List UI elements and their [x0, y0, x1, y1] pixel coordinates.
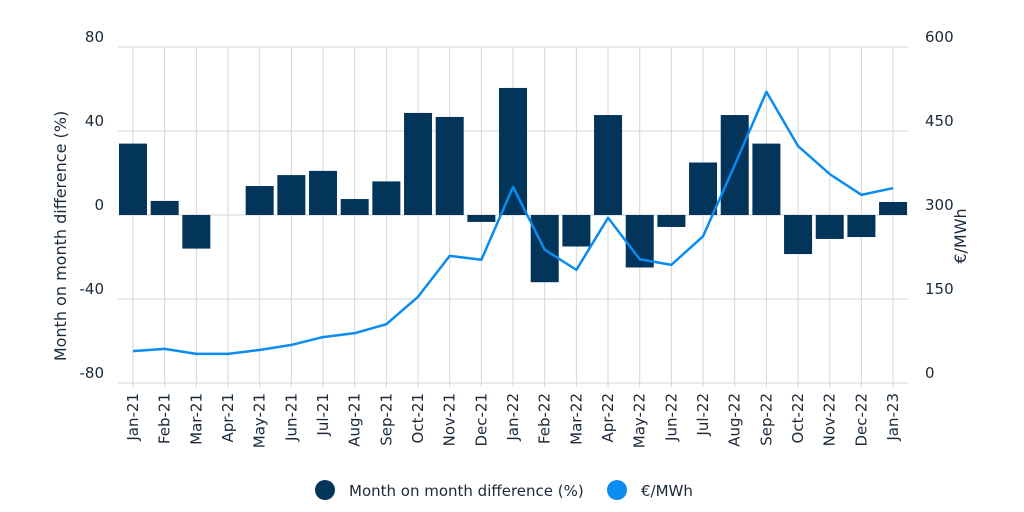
y-tick-label-right: 0 [925, 364, 935, 382]
bar [340, 199, 369, 215]
bar [784, 215, 813, 255]
bar [467, 215, 496, 222]
x-tick-label: Apr-21 [219, 393, 237, 443]
y-tick-label-right: 600 [925, 28, 954, 46]
bar [182, 215, 211, 249]
bar [435, 116, 464, 215]
bar [245, 186, 274, 215]
legend-marker-bar [315, 480, 335, 500]
y-tick-label-right: 450 [925, 112, 954, 130]
x-tick-label: Jul-22 [694, 393, 712, 437]
bar [499, 87, 528, 215]
legend-marker-line [607, 480, 627, 500]
x-tick-label: Jan-22 [504, 393, 522, 442]
x-tick-label: Jan-21 [124, 393, 142, 442]
legend: Month on month difference (%) €/MWh [315, 480, 693, 500]
legend-label-line: €/MWh [641, 482, 693, 500]
x-tick-label: Jun-22 [662, 393, 680, 442]
bar [847, 215, 876, 238]
bar [815, 215, 844, 239]
bar [372, 181, 401, 215]
y-axis-label-left: Month on month difference (%) [51, 111, 70, 361]
x-tick-label: Aug-21 [346, 393, 364, 447]
x-tick-label: Nov-21 [441, 393, 459, 446]
x-tick-label: Jun-21 [282, 393, 300, 442]
y-tick-label-left: 80 [85, 28, 104, 46]
bar [657, 215, 686, 227]
x-tick-label: Mar-21 [187, 393, 205, 445]
bar [150, 200, 179, 215]
bar [119, 143, 147, 215]
x-tick-label: Jul-21 [314, 393, 332, 437]
x-tick-label: Dec-22 [852, 393, 870, 447]
line-series [132, 90, 894, 356]
y-tick-label-left: 0 [94, 196, 104, 214]
bar [689, 162, 718, 215]
bar [879, 201, 908, 215]
ticks: Jan-21 Feb-21 Mar-21 Apr-21 May-21 Jun-21 Jul-… [80, 28, 954, 448]
x-tick-label: Aug-22 [726, 393, 744, 447]
y-axis-label-right: €/MWh [951, 208, 970, 263]
x-tick-label: Nov-22 [821, 393, 839, 446]
bar [562, 215, 591, 247]
bar [752, 143, 781, 215]
bar [309, 170, 338, 215]
x-tick-label: Mar-22 [567, 393, 585, 445]
y-tick-label-left: -80 [80, 364, 105, 382]
x-tick-label: Dec-21 [472, 393, 490, 447]
x-tick-label: Oct-22 [789, 393, 807, 443]
bar [594, 115, 623, 215]
y-tick-label-left: 40 [85, 112, 104, 130]
bars [119, 87, 908, 283]
bar [404, 112, 433, 215]
x-tick-label: May-21 [251, 393, 269, 448]
x-tick-label: Feb-21 [156, 393, 174, 444]
x-tick-label: Feb-22 [536, 393, 554, 444]
y-tick-label-left: -40 [80, 280, 105, 298]
y-tick-label-right: 150 [925, 280, 954, 298]
x-tick-label: May-22 [631, 393, 649, 448]
x-tick-label: Apr-22 [599, 393, 617, 443]
price-line [132, 90, 894, 356]
x-tick-label: Sep-22 [757, 393, 775, 446]
bar [277, 175, 306, 215]
y-tick-label-right: 300 [925, 196, 954, 214]
x-tick-label: Sep-21 [377, 393, 395, 446]
x-tick-label: Oct-21 [409, 393, 427, 443]
legend-label-bar: Month on month difference (%) [349, 482, 584, 500]
x-tick-label: Jan-23 [884, 393, 902, 442]
